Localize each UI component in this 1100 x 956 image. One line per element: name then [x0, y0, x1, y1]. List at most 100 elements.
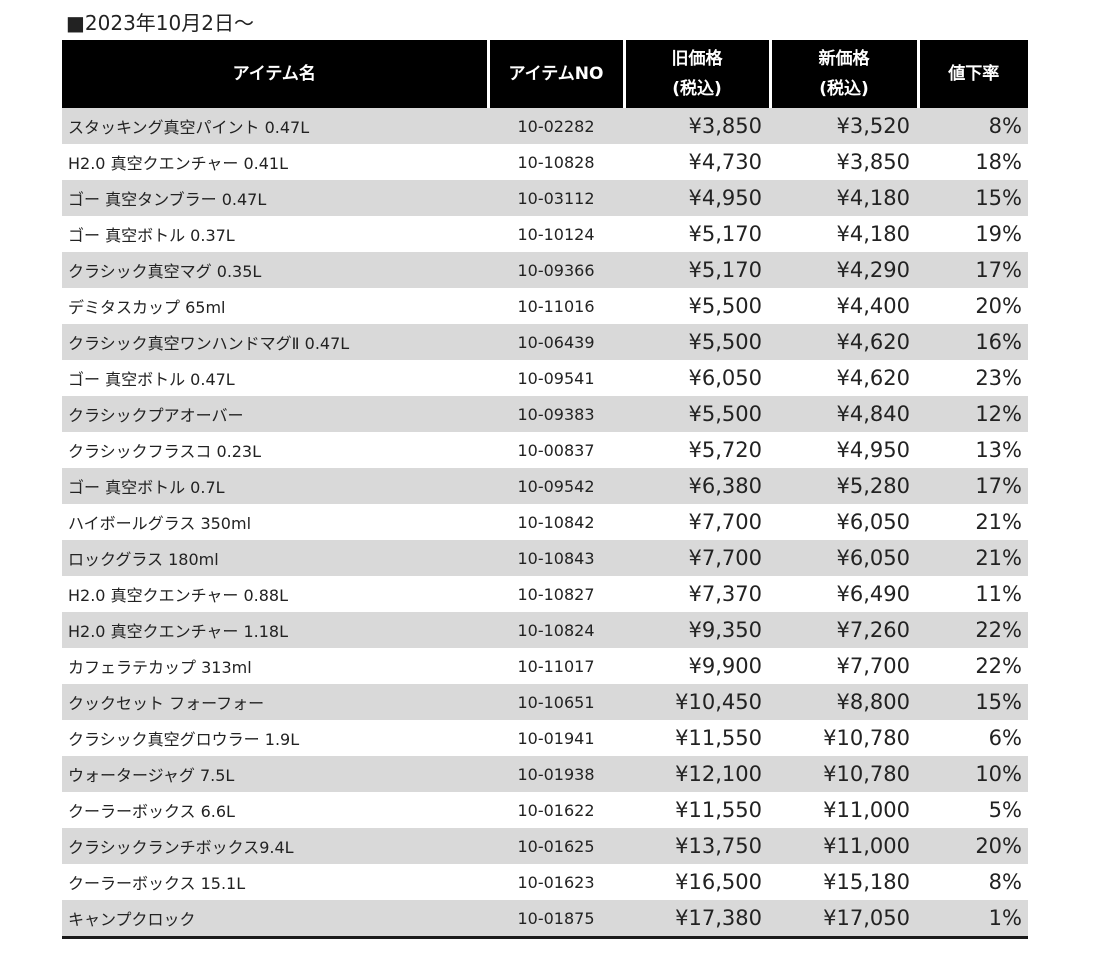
discount-rate-cell: 19%	[918, 216, 1028, 252]
table-row: カフェラテカップ 313ml 10-11017 ¥9,900 ¥7,700 22%	[62, 648, 1028, 684]
old-price-cell: ¥13,750	[624, 828, 770, 864]
column-header-discount-rate: 値下率	[916, 40, 1028, 108]
old-price-cell: ¥12,100	[624, 756, 770, 792]
new-price-cell: ¥4,290	[770, 252, 918, 288]
item-name-cell: H2.0 真空クエンチャー 0.41L	[62, 144, 488, 180]
item-name-cell: デミタスカップ 65ml	[62, 288, 488, 324]
discount-rate-cell: 1%	[918, 900, 1028, 939]
old-price-cell: ¥4,730	[624, 144, 770, 180]
item-no-cell: 10-10827	[488, 576, 624, 612]
item-name-cell: クラシック真空マグ 0.35L	[62, 252, 488, 288]
discount-rate-cell: 21%	[918, 540, 1028, 576]
discount-rate-cell: 17%	[918, 468, 1028, 504]
price-table-container: アイテム名 アイテムNO 旧価格 (税込) 新価格 (税込) 値下率 スタッキン…	[62, 40, 1028, 939]
item-no-cell: 10-10124	[488, 216, 624, 252]
discount-rate-cell: 18%	[918, 144, 1028, 180]
new-price-cell: ¥5,280	[770, 468, 918, 504]
old-price-cell: ¥5,170	[624, 216, 770, 252]
old-price-cell: ¥7,700	[624, 504, 770, 540]
discount-rate-cell: 16%	[918, 324, 1028, 360]
discount-rate-cell: 8%	[918, 108, 1028, 144]
item-no-cell: 10-01938	[488, 756, 624, 792]
column-header-item-no-label: アイテムNO	[508, 64, 604, 84]
item-no-cell: 10-09542	[488, 468, 624, 504]
item-no-cell: 10-01623	[488, 864, 624, 900]
item-name-cell: ゴー 真空ボトル 0.47L	[62, 360, 488, 396]
item-no-cell: 10-01941	[488, 720, 624, 756]
discount-rate-cell: 10%	[918, 756, 1028, 792]
item-no-cell: 10-11016	[488, 288, 624, 324]
price-table: アイテム名 アイテムNO 旧価格 (税込) 新価格 (税込) 値下率 スタッキン…	[62, 40, 1028, 939]
item-no-cell: 10-09366	[488, 252, 624, 288]
old-price-cell: ¥5,500	[624, 396, 770, 432]
column-header-old-price-line1: 旧価格	[671, 49, 723, 69]
table-row: ハイボールグラス 350ml 10-10842 ¥7,700 ¥6,050 21%	[62, 504, 1028, 540]
new-price-cell: ¥4,620	[770, 324, 918, 360]
discount-rate-cell: 12%	[918, 396, 1028, 432]
column-header-new-price-line2: (税込)	[819, 79, 869, 99]
discount-rate-cell: 20%	[918, 288, 1028, 324]
table-body: スタッキング真空パイント 0.47L 10-02282 ¥3,850 ¥3,520 8%…	[62, 108, 1028, 939]
item-no-cell: 10-02282	[488, 108, 624, 144]
table-row: クラシック真空ワンハンドマグⅡ 0.47L 10-06439 ¥5,500 ¥4,62…	[62, 324, 1028, 360]
item-name-cell: ゴー 真空タンブラー 0.47L	[62, 180, 488, 216]
new-price-cell: ¥4,620	[770, 360, 918, 396]
discount-rate-cell: 17%	[918, 252, 1028, 288]
new-price-cell: ¥10,780	[770, 720, 918, 756]
table-row: クックセット フォーフォー 10-10651 ¥10,450 ¥8,800 15%	[62, 684, 1028, 720]
table-row: クーラーボックス 6.6L 10-01622 ¥11,550 ¥11,000 5%	[62, 792, 1028, 828]
table-row: ゴー 真空ボトル 0.7L 10-09542 ¥6,380 ¥5,280 17%	[62, 468, 1028, 504]
table-row: クラシックプアオーバー 10-09383 ¥5,500 ¥4,840 12%	[62, 396, 1028, 432]
item-no-cell: 10-01875	[488, 900, 624, 939]
table-row: H2.0 真空クエンチャー 0.41L 10-10828 ¥4,730 ¥3,850 1…	[62, 144, 1028, 180]
table-header: アイテム名 アイテムNO 旧価格 (税込) 新価格 (税込) 値下率	[62, 40, 1028, 108]
item-name-cell: スタッキング真空パイント 0.47L	[62, 108, 488, 144]
item-name-cell: クラシック真空ワンハンドマグⅡ 0.47L	[62, 324, 488, 360]
column-header-new-price: 新価格 (税込)	[768, 40, 918, 108]
new-price-cell: ¥4,400	[770, 288, 918, 324]
new-price-cell: ¥4,840	[770, 396, 918, 432]
discount-rate-cell: 6%	[918, 720, 1028, 756]
item-no-cell: 10-01625	[488, 828, 624, 864]
discount-rate-cell: 11%	[918, 576, 1028, 612]
new-price-cell: ¥6,490	[770, 576, 918, 612]
table-row: H2.0 真空クエンチャー 1.18L 10-10824 ¥9,350 ¥7,260 2…	[62, 612, 1028, 648]
new-price-cell: ¥7,700	[770, 648, 918, 684]
old-price-cell: ¥5,170	[624, 252, 770, 288]
item-name-cell: クーラーボックス 6.6L	[62, 792, 488, 828]
old-price-cell: ¥3,850	[624, 108, 770, 144]
item-name-cell: クラシックランチボックス9.4L	[62, 828, 488, 864]
column-header-old-price-line2: (税込)	[672, 79, 722, 99]
item-name-cell: クーラーボックス 15.1L	[62, 864, 488, 900]
header-row: アイテム名 アイテムNO 旧価格 (税込) 新価格 (税込) 値下率	[62, 40, 1028, 108]
item-no-cell: 10-06439	[488, 324, 624, 360]
page-heading: ■2023年10月2日～	[66, 11, 254, 35]
discount-rate-cell: 20%	[918, 828, 1028, 864]
item-name-cell: クラシックフラスコ 0.23L	[62, 432, 488, 468]
old-price-cell: ¥7,700	[624, 540, 770, 576]
table-row: デミタスカップ 65ml 10-11016 ¥5,500 ¥4,400 20%	[62, 288, 1028, 324]
item-no-cell: 10-03112	[488, 180, 624, 216]
item-no-cell: 10-09541	[488, 360, 624, 396]
discount-rate-cell: 5%	[918, 792, 1028, 828]
old-price-cell: ¥9,350	[624, 612, 770, 648]
old-price-cell: ¥17,380	[624, 900, 770, 939]
new-price-cell: ¥17,050	[770, 900, 918, 939]
item-no-cell: 10-11017	[488, 648, 624, 684]
discount-rate-cell: 23%	[918, 360, 1028, 396]
old-price-cell: ¥16,500	[624, 864, 770, 900]
table-row: キャンプクロック 10-01875 ¥17,380 ¥17,050 1%	[62, 900, 1028, 939]
new-price-cell: ¥8,800	[770, 684, 918, 720]
old-price-cell: ¥4,950	[624, 180, 770, 216]
column-header-new-price-line1: 新価格	[818, 49, 870, 69]
new-price-cell: ¥3,850	[770, 144, 918, 180]
new-price-cell: ¥15,180	[770, 864, 918, 900]
column-header-old-price: 旧価格 (税込)	[622, 40, 770, 108]
table-row: クラシックフラスコ 0.23L 10-00837 ¥5,720 ¥4,950 13%	[62, 432, 1028, 468]
old-price-cell: ¥5,500	[624, 324, 770, 360]
table-row: クーラーボックス 15.1L 10-01623 ¥16,500 ¥15,180 8%	[62, 864, 1028, 900]
column-header-item-name: アイテム名	[62, 40, 488, 108]
table-row: クラシック真空マグ 0.35L 10-09366 ¥5,170 ¥4,290 17%	[62, 252, 1028, 288]
table-row: ゴー 真空タンブラー 0.47L 10-03112 ¥4,950 ¥4,180 15%	[62, 180, 1028, 216]
old-price-cell: ¥5,500	[624, 288, 770, 324]
